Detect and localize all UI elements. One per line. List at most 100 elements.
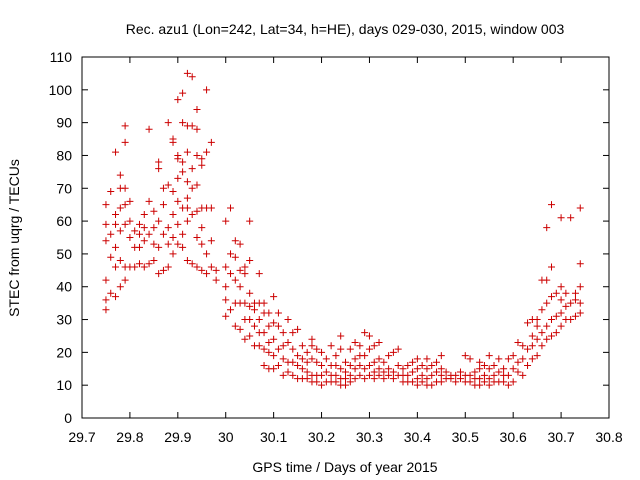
data-point bbox=[342, 368, 349, 376]
data-point bbox=[361, 352, 369, 360]
data-point bbox=[126, 234, 134, 241]
data-point bbox=[164, 263, 172, 271]
data-point bbox=[557, 296, 565, 304]
x-tick-label: 30.1 bbox=[260, 429, 287, 445]
data-point bbox=[308, 342, 316, 350]
data-point bbox=[519, 371, 527, 379]
x-tick-label: 30.7 bbox=[547, 429, 574, 445]
data-point bbox=[207, 138, 215, 146]
data-point bbox=[509, 352, 517, 360]
data-point bbox=[150, 256, 158, 264]
x-tick-label: 29.7 bbox=[68, 429, 95, 445]
data-point bbox=[495, 368, 503, 376]
data-point bbox=[274, 345, 282, 353]
data-point bbox=[150, 240, 158, 248]
data-point bbox=[342, 381, 349, 389]
data-point bbox=[260, 299, 268, 307]
data-point bbox=[193, 181, 201, 189]
y-tick-label: 80 bbox=[56, 147, 72, 163]
data-point bbox=[222, 263, 230, 271]
data-point bbox=[179, 243, 187, 251]
data-point bbox=[102, 201, 110, 209]
data-point bbox=[418, 361, 426, 369]
data-point bbox=[370, 375, 378, 383]
data-point bbox=[183, 204, 191, 212]
data-point bbox=[222, 283, 230, 291]
data-point bbox=[385, 371, 393, 379]
data-point bbox=[289, 345, 297, 353]
data-point bbox=[480, 378, 488, 386]
data-point bbox=[538, 342, 546, 350]
y-tick-label: 110 bbox=[50, 49, 73, 65]
data-point bbox=[485, 381, 493, 389]
data-point bbox=[260, 329, 268, 337]
y-tick-label: 60 bbox=[56, 213, 72, 229]
data-point bbox=[198, 240, 206, 248]
data-point bbox=[423, 355, 431, 363]
data-point bbox=[155, 165, 163, 173]
data-point bbox=[576, 309, 584, 317]
data-point bbox=[466, 371, 474, 379]
data-point bbox=[433, 358, 441, 366]
data-point bbox=[318, 371, 326, 379]
data-point bbox=[265, 309, 273, 317]
data-point bbox=[356, 342, 364, 350]
data-point bbox=[231, 253, 239, 261]
data-point bbox=[174, 174, 182, 182]
data-point bbox=[169, 234, 177, 241]
data-point bbox=[380, 368, 388, 376]
data-point bbox=[131, 263, 139, 271]
data-point bbox=[145, 197, 153, 205]
data-point bbox=[485, 365, 493, 373]
data-point bbox=[174, 151, 182, 159]
data-point bbox=[102, 306, 110, 314]
data-point bbox=[538, 329, 546, 337]
data-point bbox=[294, 352, 302, 360]
data-point bbox=[533, 322, 541, 330]
data-point bbox=[183, 194, 191, 202]
data-point bbox=[150, 207, 158, 215]
data-point bbox=[552, 289, 560, 297]
data-point bbox=[183, 148, 191, 156]
data-point bbox=[183, 217, 191, 225]
data-point bbox=[303, 358, 311, 366]
data-point bbox=[294, 325, 302, 333]
data-point bbox=[227, 250, 235, 258]
data-point bbox=[332, 378, 340, 386]
data-point bbox=[298, 342, 306, 350]
data-point bbox=[557, 322, 565, 330]
data-point bbox=[375, 365, 383, 373]
data-point bbox=[423, 375, 431, 383]
x-tick-label: 30.6 bbox=[500, 429, 527, 445]
plot-frame bbox=[81, 56, 610, 419]
data-point bbox=[140, 224, 148, 232]
data-point bbox=[327, 342, 335, 350]
data-point bbox=[179, 230, 187, 238]
data-point bbox=[155, 217, 163, 225]
data-point bbox=[222, 312, 230, 320]
data-point bbox=[409, 368, 417, 376]
data-point bbox=[428, 361, 436, 369]
data-point bbox=[135, 260, 143, 268]
data-point bbox=[428, 381, 436, 389]
data-point bbox=[519, 342, 527, 350]
x-tick-label: 30.4 bbox=[404, 429, 431, 445]
data-point bbox=[246, 217, 254, 225]
data-point bbox=[116, 256, 124, 264]
data-point bbox=[241, 263, 249, 271]
data-point bbox=[183, 178, 191, 186]
data-point bbox=[274, 309, 282, 317]
data-point bbox=[504, 355, 512, 363]
data-point bbox=[543, 322, 551, 330]
data-point bbox=[227, 270, 235, 278]
data-point bbox=[428, 371, 436, 379]
data-point bbox=[504, 381, 512, 389]
data-point bbox=[423, 365, 431, 373]
data-point bbox=[557, 309, 565, 317]
data-point bbox=[102, 276, 110, 284]
data-point bbox=[361, 365, 369, 373]
data-point bbox=[284, 316, 292, 324]
data-point bbox=[346, 345, 354, 353]
x-axis-label: GPS time / Days of year 2015 bbox=[252, 459, 437, 475]
